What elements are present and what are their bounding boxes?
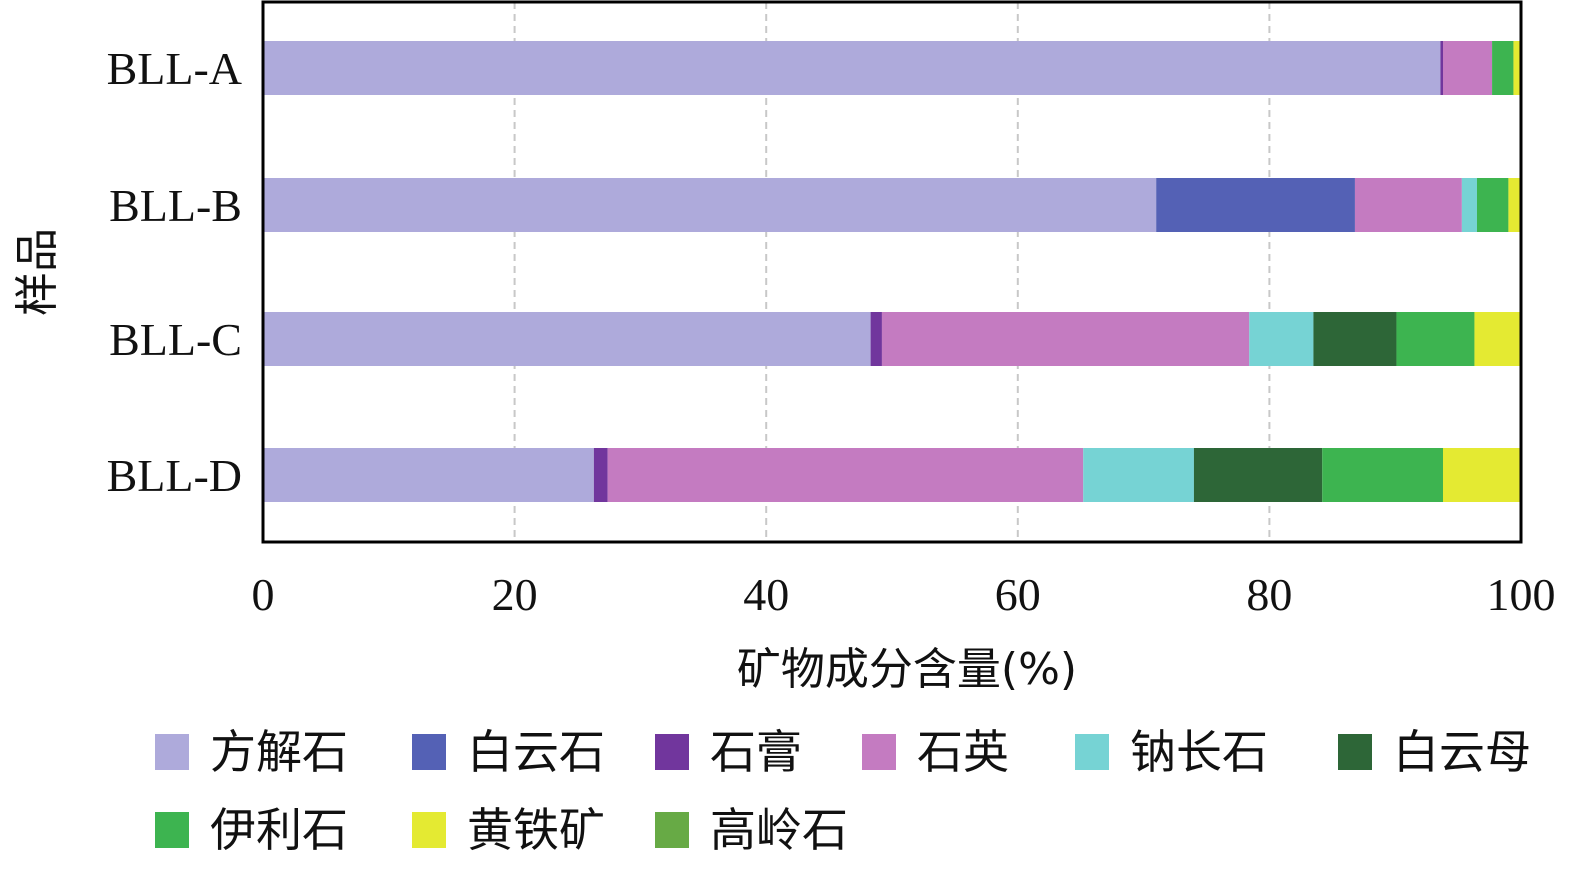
legend-label-2: 石膏 bbox=[710, 725, 802, 779]
bar-segment-BLL-C-4 bbox=[1249, 312, 1314, 366]
y-tick-labels: BLL-A BLL-B BLL-C BLL-D bbox=[107, 43, 242, 501]
bar-segment-BLL-A-6 bbox=[1492, 41, 1514, 95]
x-tick-label-80: 80 bbox=[1246, 569, 1292, 620]
legend-swatch-8 bbox=[655, 812, 689, 848]
bar-segment-BLL-B-0 bbox=[263, 178, 1157, 232]
y-tick-label-BLL-A: BLL-A bbox=[107, 43, 242, 94]
bar-segment-BLL-B-3 bbox=[1354, 178, 1462, 232]
legend-label-3: 石英 bbox=[917, 725, 1009, 779]
bar-segment-BLL-C-5 bbox=[1313, 312, 1397, 366]
plot-frame bbox=[261, 0, 1523, 544]
bar-segment-BLL-B-7 bbox=[1508, 178, 1521, 232]
stacked-bars bbox=[263, 41, 1521, 502]
x-tick-label-0: 0 bbox=[252, 569, 275, 620]
x-tick-label-60: 60 bbox=[995, 569, 1041, 620]
bar-segment-BLL-C-0 bbox=[263, 312, 871, 366]
bar-segment-BLL-D-2 bbox=[593, 448, 608, 502]
legend-label-8: 高岭石 bbox=[710, 803, 848, 857]
legend-swatch-7 bbox=[412, 812, 446, 848]
legend-label-4: 钠长石 bbox=[1130, 725, 1268, 779]
bar-segment-BLL-C-6 bbox=[1396, 312, 1475, 366]
bar-segment-BLL-C-2 bbox=[870, 312, 882, 366]
bar-segment-BLL-B-1 bbox=[1156, 178, 1355, 232]
x-axis-title: 矿物成分含量(%) bbox=[737, 644, 1077, 695]
bar-segment-BLL-A-0 bbox=[263, 41, 1441, 95]
legend-swatch-6 bbox=[155, 812, 189, 848]
bar-segment-BLL-D-7 bbox=[1443, 448, 1521, 502]
bar-segment-BLL-D-6 bbox=[1322, 448, 1444, 502]
x-tick-labels: 0 20 40 60 80 100 bbox=[252, 569, 1556, 620]
legend-label-7: 黄铁矿 bbox=[467, 803, 605, 857]
legend-swatch-2 bbox=[655, 734, 689, 770]
y-tick-label-BLL-D: BLL-D bbox=[107, 450, 242, 501]
bar-segment-BLL-D-0 bbox=[263, 448, 594, 502]
legend-label-5: 白云母 bbox=[1393, 725, 1531, 779]
legend-swatch-5 bbox=[1338, 734, 1372, 770]
bar-segment-BLL-B-4 bbox=[1461, 178, 1477, 232]
bar-segment-BLL-A-2 bbox=[1440, 41, 1444, 95]
y-axis-title: 样品 bbox=[12, 228, 63, 316]
bar-segment-BLL-B-6 bbox=[1476, 178, 1509, 232]
legend-swatch-3 bbox=[862, 734, 896, 770]
y-tick-label-BLL-C: BLL-C bbox=[109, 314, 242, 365]
x-tick-label-20: 20 bbox=[492, 569, 538, 620]
legend-label-0: 方解石 bbox=[210, 725, 348, 779]
bar-segment-BLL-C-7 bbox=[1474, 312, 1521, 366]
bar-segment-BLL-C-3 bbox=[881, 312, 1250, 366]
bar-segment-BLL-A-3 bbox=[1443, 41, 1493, 95]
legend-swatch-1 bbox=[412, 734, 446, 770]
legend-label-6: 伊利石 bbox=[210, 803, 348, 857]
legend-swatch-0 bbox=[155, 734, 189, 770]
x-tick-label-100: 100 bbox=[1487, 569, 1556, 620]
bar-segment-BLL-D-4 bbox=[1083, 448, 1194, 502]
y-tick-label-BLL-B: BLL-B bbox=[109, 180, 242, 231]
bar-segment-BLL-D-5 bbox=[1193, 448, 1323, 502]
x-tick-label-40: 40 bbox=[743, 569, 789, 620]
bar-segment-BLL-D-3 bbox=[607, 448, 1084, 502]
bar-segment-BLL-A-7 bbox=[1513, 41, 1521, 95]
legend-swatch-4 bbox=[1075, 734, 1109, 770]
legend-label-1: 白云石 bbox=[467, 725, 605, 779]
